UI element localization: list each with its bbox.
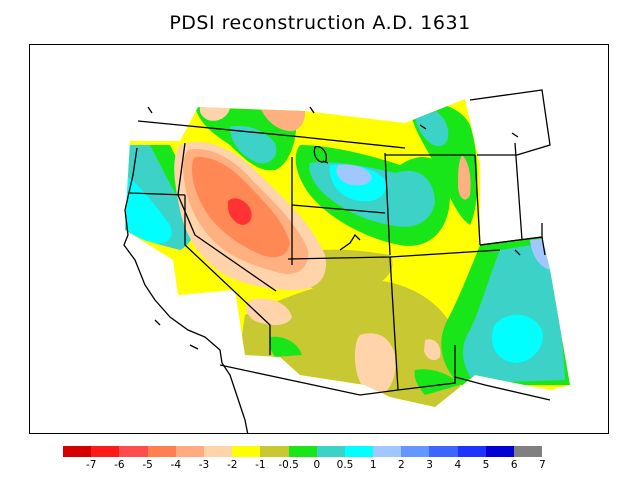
legend-swatch xyxy=(485,446,514,457)
legend-swatch xyxy=(316,446,345,457)
field-mild-wet-ne xyxy=(414,106,449,147)
legend-swatch xyxy=(232,446,261,457)
coastline-pacific xyxy=(123,147,223,364)
legend-swatch xyxy=(288,446,317,457)
legend-label: 4 xyxy=(454,459,462,471)
map-title: PDSI reconstruction A.D. 1631 xyxy=(169,12,471,34)
state-boundaries xyxy=(129,89,551,401)
lake-yellowstone xyxy=(322,160,329,164)
legend-label: 0.5 xyxy=(336,459,354,471)
legend-swatch xyxy=(91,446,120,457)
boundary-california-east xyxy=(184,195,271,355)
legend-swatch xyxy=(119,446,148,457)
boundary-texas-panhandle xyxy=(397,345,456,391)
island-2 xyxy=(309,106,315,114)
coastline-baja xyxy=(221,362,249,433)
field-mild-wet-nw xyxy=(230,125,277,164)
legend-label: 5 xyxy=(482,459,490,471)
legend-swatch xyxy=(63,446,92,457)
island-1 xyxy=(147,106,153,114)
field-dry-ne-patch xyxy=(458,155,471,200)
legend-swatch xyxy=(514,446,543,457)
boundary-east-texas xyxy=(541,236,546,256)
lake-great-salt xyxy=(313,146,328,163)
legend-swatch xyxy=(203,446,233,457)
legend-label: 0 xyxy=(313,459,321,471)
boundary-utah-north xyxy=(291,204,386,214)
boundary-texas-south xyxy=(454,376,551,401)
lake-powell xyxy=(339,233,361,251)
boundary-utah-east xyxy=(384,152,391,256)
legend-swatch xyxy=(147,446,176,457)
field-very-wet-north xyxy=(336,164,372,186)
field-slightly-dry-se-border xyxy=(424,339,441,361)
legend-swatch xyxy=(373,446,402,457)
legend-labels: -7 -6 -5 -4 -3 -2 -1 -0.5 0 0.5 1 2 3 4 5 6 7 xyxy=(0,459,640,475)
legend-swatch xyxy=(344,446,374,457)
boundary-dakotas xyxy=(469,89,551,156)
legend-label: 2 xyxy=(398,459,405,471)
field-slightly-dry-lower xyxy=(246,298,292,326)
legend-label: 1 xyxy=(369,459,377,471)
legend-swatch xyxy=(175,446,204,457)
eastern-edge xyxy=(479,223,546,256)
legend-label: 7 xyxy=(539,459,546,471)
legend-label: -2 xyxy=(226,459,238,471)
legend-color-bar xyxy=(63,446,543,457)
legend-label: -7 xyxy=(85,459,97,471)
legend-label: 6 xyxy=(510,459,518,471)
legend-label: -1 xyxy=(255,459,266,471)
legend-label: -3 xyxy=(198,459,210,471)
pdsi-map xyxy=(123,89,570,433)
boundary-idaho-west xyxy=(177,142,277,292)
boundary-oregon-south xyxy=(129,192,186,196)
field-wet-west xyxy=(125,175,172,244)
field-near-normal-south2 xyxy=(414,369,460,395)
boundary-northern-border xyxy=(137,120,406,149)
field-near-normal-south xyxy=(269,336,302,357)
field-wet-se xyxy=(492,314,543,363)
field-dry-top xyxy=(260,107,306,132)
legend-swatch xyxy=(457,446,486,457)
legend-label: -6 xyxy=(114,459,125,471)
legend-label: -0.5 xyxy=(278,459,299,471)
island-5 xyxy=(514,249,521,256)
legend-label: 3 xyxy=(426,459,433,471)
legend-swatch xyxy=(260,446,289,457)
legend-label: -5 xyxy=(142,459,153,471)
legend-swatch xyxy=(401,446,430,457)
island-3 xyxy=(419,124,427,130)
field-very-dry-basin xyxy=(228,198,252,225)
field-slightly-dry-south xyxy=(355,333,396,397)
boundary-arizona-nm xyxy=(389,256,399,391)
boundary-colorado-east xyxy=(474,154,481,246)
boundary-mexico xyxy=(219,364,399,396)
island-7 xyxy=(154,319,161,326)
boundary-ne-line xyxy=(514,142,523,241)
field-slightly-dry-top xyxy=(199,107,230,121)
legend-swatch xyxy=(429,446,458,457)
boundary-kansas xyxy=(479,223,543,246)
legend-label: -4 xyxy=(170,459,182,471)
island-6 xyxy=(189,344,199,350)
island-4 xyxy=(511,132,519,138)
map-frame xyxy=(29,44,609,434)
coastlines xyxy=(123,106,521,433)
